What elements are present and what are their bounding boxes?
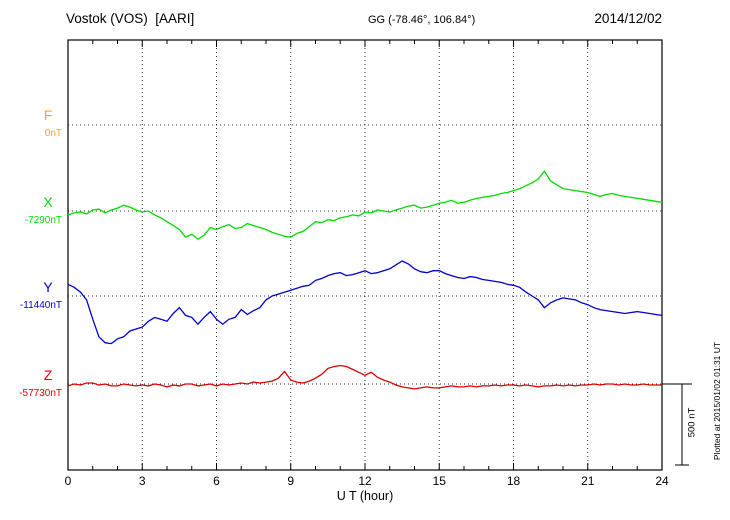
plotted-timestamp: Plotted at 2015/01/02 01:31 UT <box>712 341 722 461</box>
plot-frame <box>67 39 663 471</box>
geographic-coordinates: GG (-78.46°, 106.84°) <box>368 14 476 26</box>
x-tick-label: 9 <box>287 474 295 488</box>
x-tick-label: 12 <box>358 474 372 488</box>
series-label-X: X <box>43 194 53 210</box>
plot-date: 2014/12/02 <box>594 11 662 26</box>
series-baseline-Y: -11440nT <box>19 300 62 311</box>
x-axis-tick-labels: 0 3 6 9 12 15 18 21 24 <box>0 474 730 488</box>
x-tick-label: 0 <box>64 474 72 488</box>
trace-X <box>67 169 663 240</box>
series-baseline-X: -7290nT <box>24 215 62 226</box>
series-baseline-F: 0nT <box>44 128 62 139</box>
x-tick-label: 15 <box>432 474 446 488</box>
x-tick-label: 6 <box>213 474 220 488</box>
series-label-F: F <box>43 107 53 123</box>
trace-Y <box>67 260 663 345</box>
series-baseline-Z: -57730nT <box>19 388 62 399</box>
series-label-Z: Z <box>43 367 53 383</box>
trace-Z <box>67 364 662 390</box>
x-tick-label: 3 <box>138 474 146 488</box>
x-tick-label: 24 <box>655 474 669 488</box>
x-tick-label: 21 <box>581 474 595 488</box>
scale-bar-label: 500 nT <box>686 407 698 438</box>
x-tick-label: 18 <box>506 474 521 488</box>
x-axis-title: U T (hour) <box>336 489 394 503</box>
series-label-Y: Y <box>43 279 53 295</box>
station-title: Vostok (VOS) [AARI] <box>66 11 195 26</box>
